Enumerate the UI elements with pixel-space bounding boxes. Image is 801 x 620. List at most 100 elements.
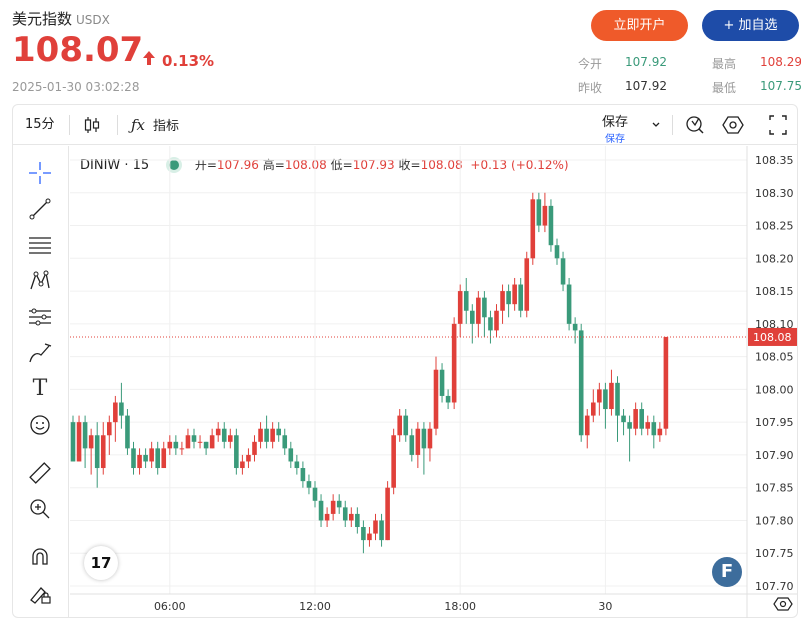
x-tick-label: 30	[598, 600, 612, 613]
candle-body	[221, 428, 227, 442]
candle-body	[518, 284, 523, 311]
x-tick-label: 12:00	[299, 600, 331, 613]
crosshair-icon[interactable]	[27, 160, 53, 186]
y-tick-label: 108.30	[755, 187, 794, 200]
candle-body	[427, 428, 433, 449]
brush-icon[interactable]	[27, 340, 53, 366]
candle-body	[433, 369, 439, 429]
ruler-icon[interactable]	[27, 460, 53, 486]
candle-body	[597, 389, 602, 403]
candle-body	[530, 199, 536, 259]
magnet-icon[interactable]	[27, 544, 53, 570]
candle-type-icon[interactable]	[83, 105, 101, 145]
trendline-icon[interactable]	[27, 196, 53, 222]
axis-settings-icon[interactable]	[773, 594, 793, 614]
candle-body	[294, 461, 300, 469]
legend-symbol: DINIW · 15	[80, 158, 150, 173]
price-chart[interactable]: DINIW · 15 开=107.96 高=108.08 低=107.93 收=…	[70, 146, 797, 618]
candle-body	[367, 533, 372, 541]
fib-icon[interactable]	[27, 232, 53, 258]
candle-body	[270, 428, 275, 442]
zoom-in-icon[interactable]	[27, 496, 53, 522]
price-change: 0.13%	[142, 50, 214, 70]
candle-body	[409, 435, 415, 455]
lock-draw-icon[interactable]	[27, 580, 53, 606]
emoji-icon[interactable]	[27, 412, 53, 438]
stat-label: 最低	[712, 81, 737, 95]
candle-body	[82, 422, 88, 449]
candle-body	[167, 441, 173, 449]
candle-body	[179, 448, 185, 450]
y-tick-label: 108.05	[755, 351, 794, 364]
chart-toolbar: 15分 ƒx 指标 保存 保存	[13, 105, 797, 145]
stat-prev-close: 昨收	[578, 79, 602, 96]
candle-body	[161, 448, 167, 469]
y-tick-label: 108.35	[755, 154, 794, 167]
text-icon[interactable]: T	[32, 376, 48, 401]
save-button[interactable]: 保存 保存	[600, 111, 630, 151]
candle-body	[663, 336, 669, 429]
candle-body	[246, 454, 251, 462]
candle-body	[240, 461, 245, 469]
candle-body	[94, 435, 100, 469]
candle-body	[191, 435, 197, 442]
indicators-label: 指标	[153, 119, 180, 134]
add-watchlist-button[interactable]: + 加自选	[702, 10, 799, 41]
tv-logo-icon: 17	[84, 546, 118, 580]
candle-body	[173, 441, 179, 449]
candle-body	[603, 389, 608, 410]
candle-body	[439, 369, 445, 396]
stat-low: 最低	[712, 79, 736, 96]
candle-body	[215, 428, 221, 436]
toolbar-divider	[117, 115, 118, 135]
replay-icon[interactable]	[684, 105, 706, 145]
candle-body	[342, 507, 348, 521]
candle-body	[463, 291, 469, 311]
instrument-title: 美元指数 USDX	[12, 8, 110, 29]
candle-body	[500, 291, 505, 311]
y-tick-label: 107.75	[755, 547, 794, 560]
candle-body	[560, 258, 566, 285]
candle-body	[379, 520, 384, 541]
candle-body	[282, 435, 288, 449]
candle-body	[306, 481, 312, 488]
candle-body	[385, 487, 390, 541]
candle-body	[100, 435, 106, 469]
candle-body	[578, 330, 584, 436]
y-tick-label: 108.15	[755, 285, 794, 298]
candle-body	[349, 513, 354, 521]
candle-body	[107, 422, 112, 436]
settings-icon[interactable]	[722, 105, 744, 145]
candle-body	[119, 402, 124, 416]
change-percent: 0.13%	[162, 52, 215, 70]
market-status-icon	[169, 160, 180, 170]
candle-body	[234, 435, 239, 469]
drawing-toolbar: T	[13, 146, 69, 618]
candle-body	[76, 422, 82, 462]
toolbar-divider	[69, 115, 70, 135]
indicators-button[interactable]: ƒx 指标	[131, 105, 179, 145]
f-badge-icon[interactable]: F	[712, 557, 742, 587]
arrow-up-icon	[142, 50, 156, 70]
candle-body	[615, 382, 620, 416]
x-tick-label: 06:00	[154, 600, 186, 613]
stat-label: 最高	[712, 57, 737, 71]
candle-body	[143, 454, 148, 462]
candle-body	[300, 468, 306, 482]
x-tick-label: 18:00	[444, 600, 476, 613]
save-sub-label: 保存	[605, 134, 625, 145]
save-label: 保存	[601, 115, 628, 130]
chevron-down-icon[interactable]	[650, 105, 662, 145]
candlestick-chart: 108.35108.30108.25108.20108.15108.10108.…	[70, 146, 797, 618]
open-account-button[interactable]: 立即开户	[591, 10, 688, 41]
candle-body	[584, 415, 590, 436]
stat-label: 今开	[578, 57, 603, 71]
candle-body	[324, 513, 330, 521]
stat-high-value: 108.29	[760, 55, 801, 69]
forecast-icon[interactable]	[27, 304, 53, 330]
candle-body	[252, 441, 257, 455]
pattern-icon[interactable]	[27, 268, 53, 294]
interval-selector[interactable]: 15分	[25, 117, 55, 132]
candle-body	[457, 291, 463, 324]
fullscreen-icon[interactable]	[768, 105, 788, 145]
